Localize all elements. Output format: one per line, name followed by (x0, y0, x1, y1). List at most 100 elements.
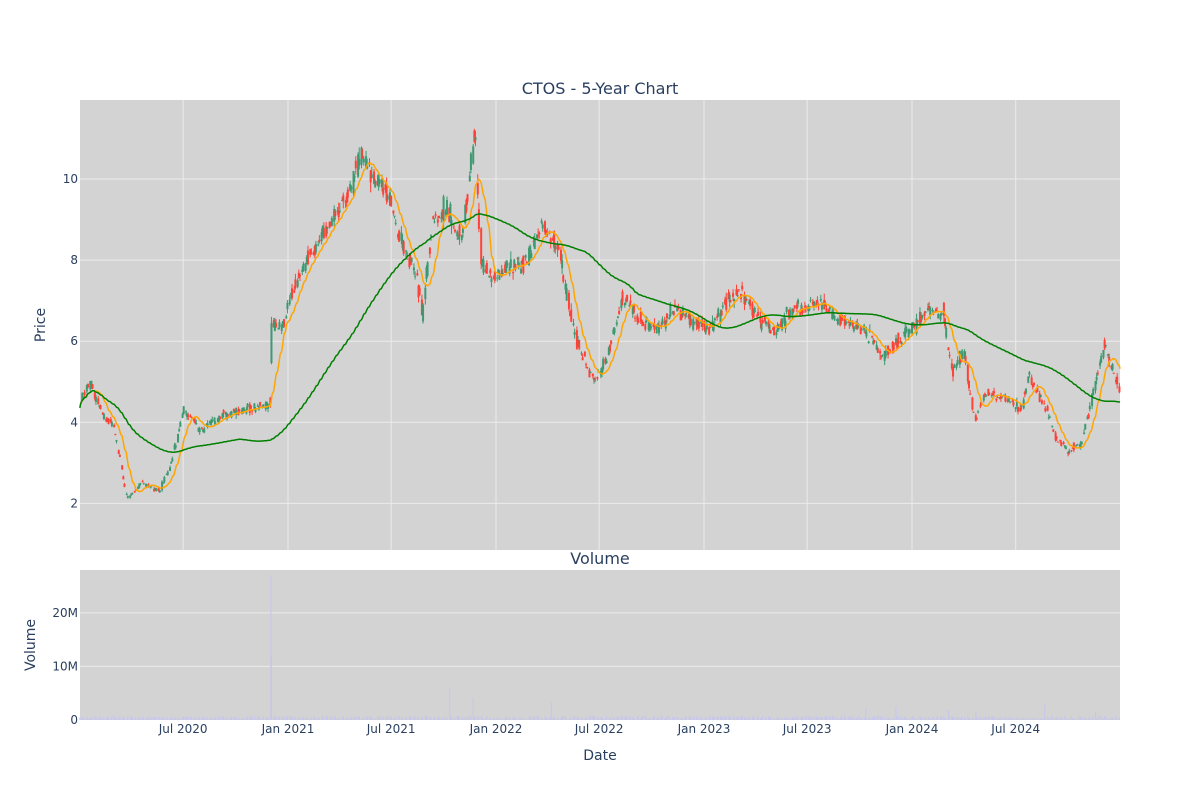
volume-bar (933, 716, 935, 720)
volume-bar (988, 716, 991, 720)
candle-body (504, 264, 507, 273)
volume-bar (520, 717, 522, 720)
candle-body (418, 287, 421, 296)
candle-body (1064, 446, 1067, 450)
volume-bar (783, 717, 785, 720)
volume-bar (470, 716, 472, 720)
candle-body (632, 305, 635, 313)
candle-body (578, 340, 581, 349)
candle-body (432, 216, 435, 220)
volume-bar (113, 716, 115, 720)
candle-body (187, 415, 190, 417)
volume-bar (178, 718, 180, 720)
candle-body (208, 421, 211, 424)
candle-body (178, 429, 181, 431)
volume-bar (823, 717, 825, 720)
volume-bar (1118, 717, 1121, 720)
candle-body (716, 316, 719, 318)
volume-bar (600, 717, 602, 720)
volume-bar (197, 717, 200, 720)
volume-bar (530, 716, 532, 720)
candle-body (761, 320, 764, 323)
volume-bar (331, 716, 333, 720)
candle-body (1111, 364, 1114, 370)
candle-body (106, 418, 109, 421)
volume-bar (602, 718, 604, 720)
candle-body (631, 307, 634, 315)
volume-bar (150, 716, 152, 720)
candle-body (121, 465, 124, 470)
candle-body (650, 326, 653, 329)
candle-body (442, 196, 445, 223)
volume-bar (441, 718, 444, 720)
volume-bar (162, 717, 164, 720)
candle-body (931, 309, 934, 311)
volume-bar (584, 718, 586, 720)
volume-bar (210, 717, 212, 720)
candle-body (999, 394, 1002, 399)
volume-bar (556, 717, 559, 720)
volume-bar (799, 718, 801, 720)
volume-bar (668, 715, 670, 720)
volume-bar (885, 718, 887, 720)
candle-body (249, 405, 252, 409)
candle-body (426, 262, 429, 276)
candle-body (301, 269, 304, 272)
volume-bar (588, 715, 591, 720)
candle-body (393, 215, 396, 217)
candle-body (1079, 442, 1082, 448)
volume-bar (1084, 716, 1086, 720)
volume-bar (1108, 718, 1110, 720)
volume-bar (110, 718, 112, 720)
candle-body (567, 292, 570, 310)
volume-bar (187, 716, 189, 720)
candle-body (275, 323, 278, 327)
candle-body (232, 409, 235, 412)
candle-body (509, 259, 512, 268)
candle-body (285, 316, 288, 319)
candle-body (538, 232, 541, 235)
volume-bar (1073, 718, 1075, 720)
volume-bar (829, 716, 831, 720)
volume-bar (775, 718, 777, 720)
candle-body (277, 327, 280, 329)
candle-body (1078, 444, 1081, 446)
candle-body (290, 288, 293, 299)
candle-body (1006, 399, 1009, 402)
volume-bar (729, 716, 731, 720)
volume-bar (512, 716, 514, 720)
candle-body (170, 461, 173, 464)
candle-body (673, 304, 676, 306)
volume-bar (94, 716, 96, 720)
candle-body (704, 329, 707, 334)
volume-bar (473, 716, 475, 720)
candle-body (169, 467, 172, 471)
candle-body (828, 306, 831, 309)
candle-body (466, 194, 469, 202)
candle-body (358, 158, 361, 166)
candle-body (561, 260, 564, 269)
candle-body (1038, 393, 1041, 403)
volume-bar (1089, 717, 1091, 720)
volume-bar (1055, 717, 1057, 720)
candle-body (883, 350, 886, 361)
volume-bar (329, 716, 331, 720)
candle-body (904, 328, 907, 338)
volume-bar (181, 716, 184, 720)
volume-bar (837, 718, 839, 720)
volume-bar (262, 715, 265, 720)
volume-bar (536, 715, 538, 720)
candle-body (1044, 408, 1047, 412)
volume-bar (905, 718, 907, 720)
candle-body (161, 481, 164, 491)
candle-body (365, 156, 368, 168)
volume-bar (564, 716, 567, 720)
volume-bar (326, 716, 328, 720)
volume-bar (685, 717, 687, 720)
candle-body (594, 378, 597, 380)
volume-bar (871, 717, 873, 720)
volume-bar (534, 717, 536, 720)
volume-bar (1049, 717, 1051, 720)
volume-bar (1007, 717, 1009, 720)
candle-body (123, 483, 126, 487)
